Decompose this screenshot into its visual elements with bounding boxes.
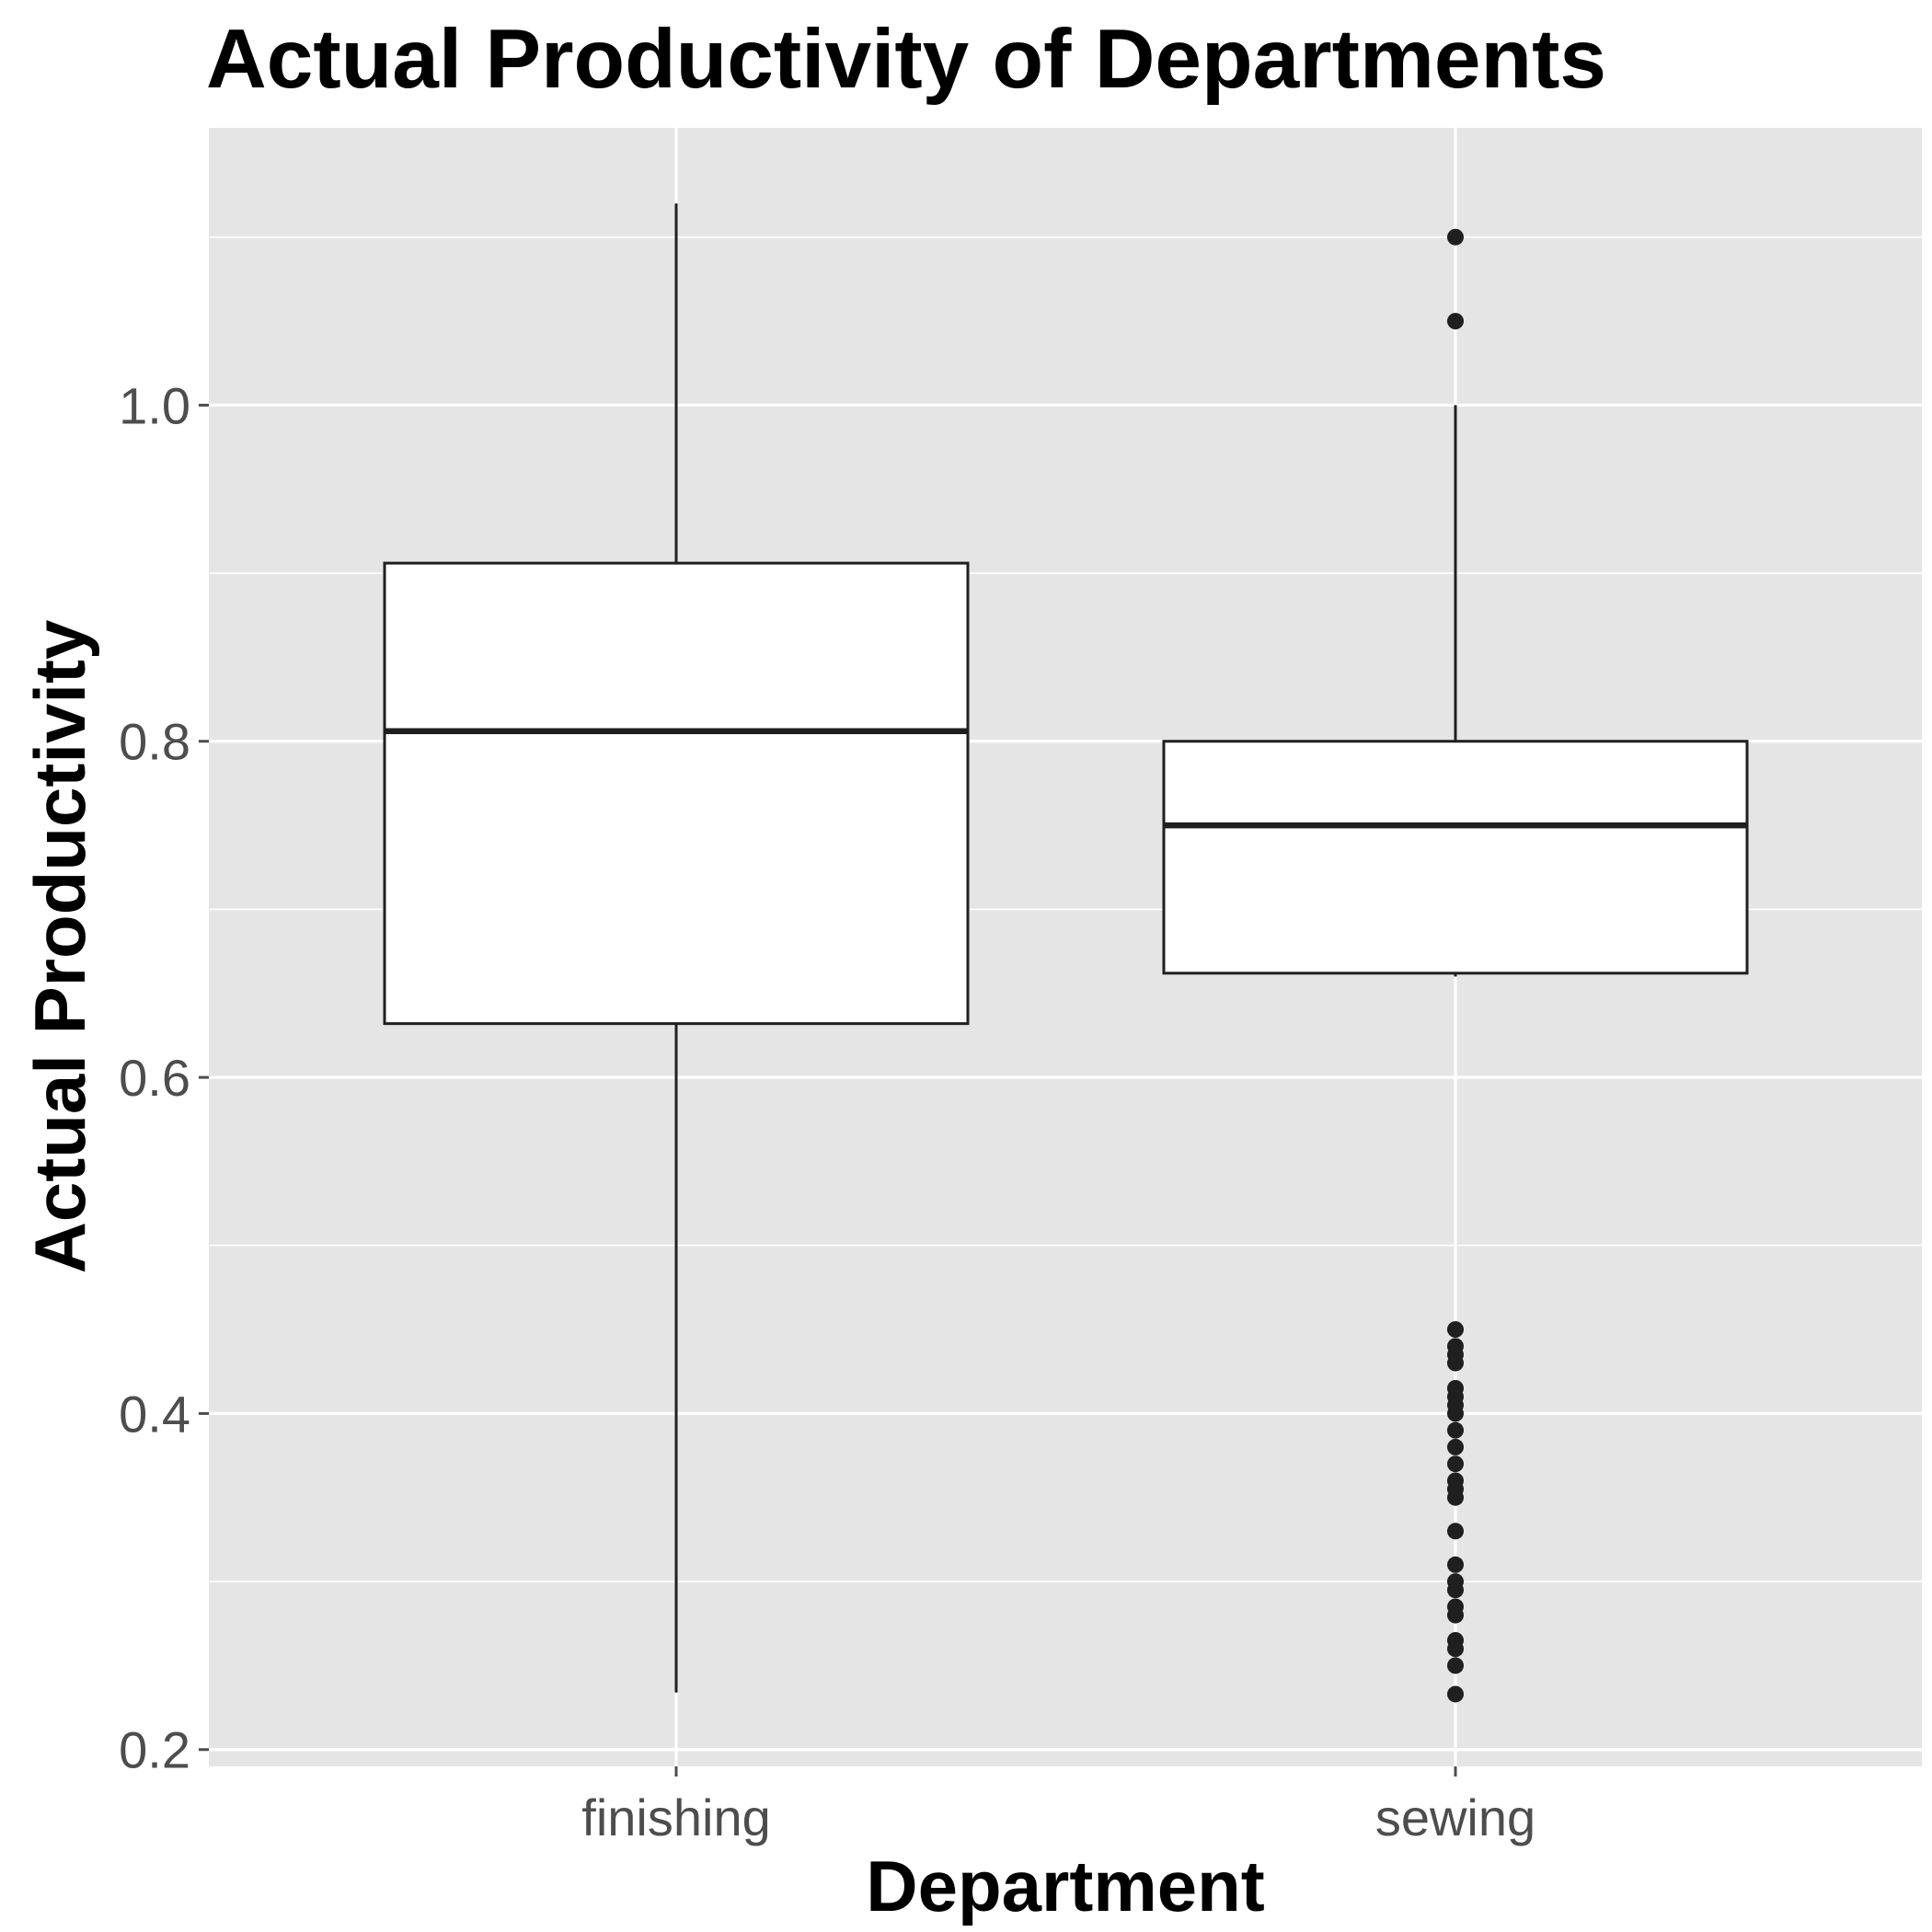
outlier-point <box>1447 1489 1464 1506</box>
y-tick-label: 0.8 <box>119 713 190 771</box>
y-axis-title: Actual Productivity <box>19 620 100 1274</box>
outlier-point <box>1447 1606 1464 1624</box>
outlier-point <box>1447 313 1464 330</box>
chart-title: Actual Productivity of Departments <box>206 13 1606 106</box>
box-iqr <box>1162 740 1749 975</box>
y-tick-label: 0.2 <box>119 1721 190 1779</box>
outlier-point <box>1447 1321 1464 1339</box>
boxplot-sewing <box>1162 228 1749 1703</box>
outlier-point <box>1447 1523 1464 1540</box>
box-plots <box>383 203 1749 1703</box>
y-tick-label: 0.4 <box>119 1385 190 1443</box>
outlier-point <box>1447 1455 1464 1473</box>
x-tick-label: sewing <box>1375 1788 1535 1846</box>
outlier-point <box>1447 228 1464 246</box>
y-tick-label: 0.6 <box>119 1049 190 1107</box>
outlier-point <box>1447 1354 1464 1372</box>
axes: 0.2 0.4 0.6 0.8 1.0 finishing sewing <box>119 376 1535 1846</box>
box-iqr <box>383 561 970 1026</box>
outlier-point <box>1447 1556 1464 1573</box>
outlier-point <box>1447 1438 1464 1455</box>
boxplot-finishing <box>383 203 970 1693</box>
x-tick-label: finishing <box>581 1788 770 1846</box>
outlier-point <box>1447 1640 1464 1658</box>
outlier-point <box>1447 1657 1464 1674</box>
outlier-point <box>1447 1405 1464 1422</box>
y-tick-label: 1.0 <box>119 376 190 434</box>
x-axis-title: Department <box>866 1846 1264 1926</box>
outlier-point <box>1447 1581 1464 1599</box>
outlier-point <box>1447 1421 1464 1439</box>
outlier-point <box>1447 1685 1464 1703</box>
